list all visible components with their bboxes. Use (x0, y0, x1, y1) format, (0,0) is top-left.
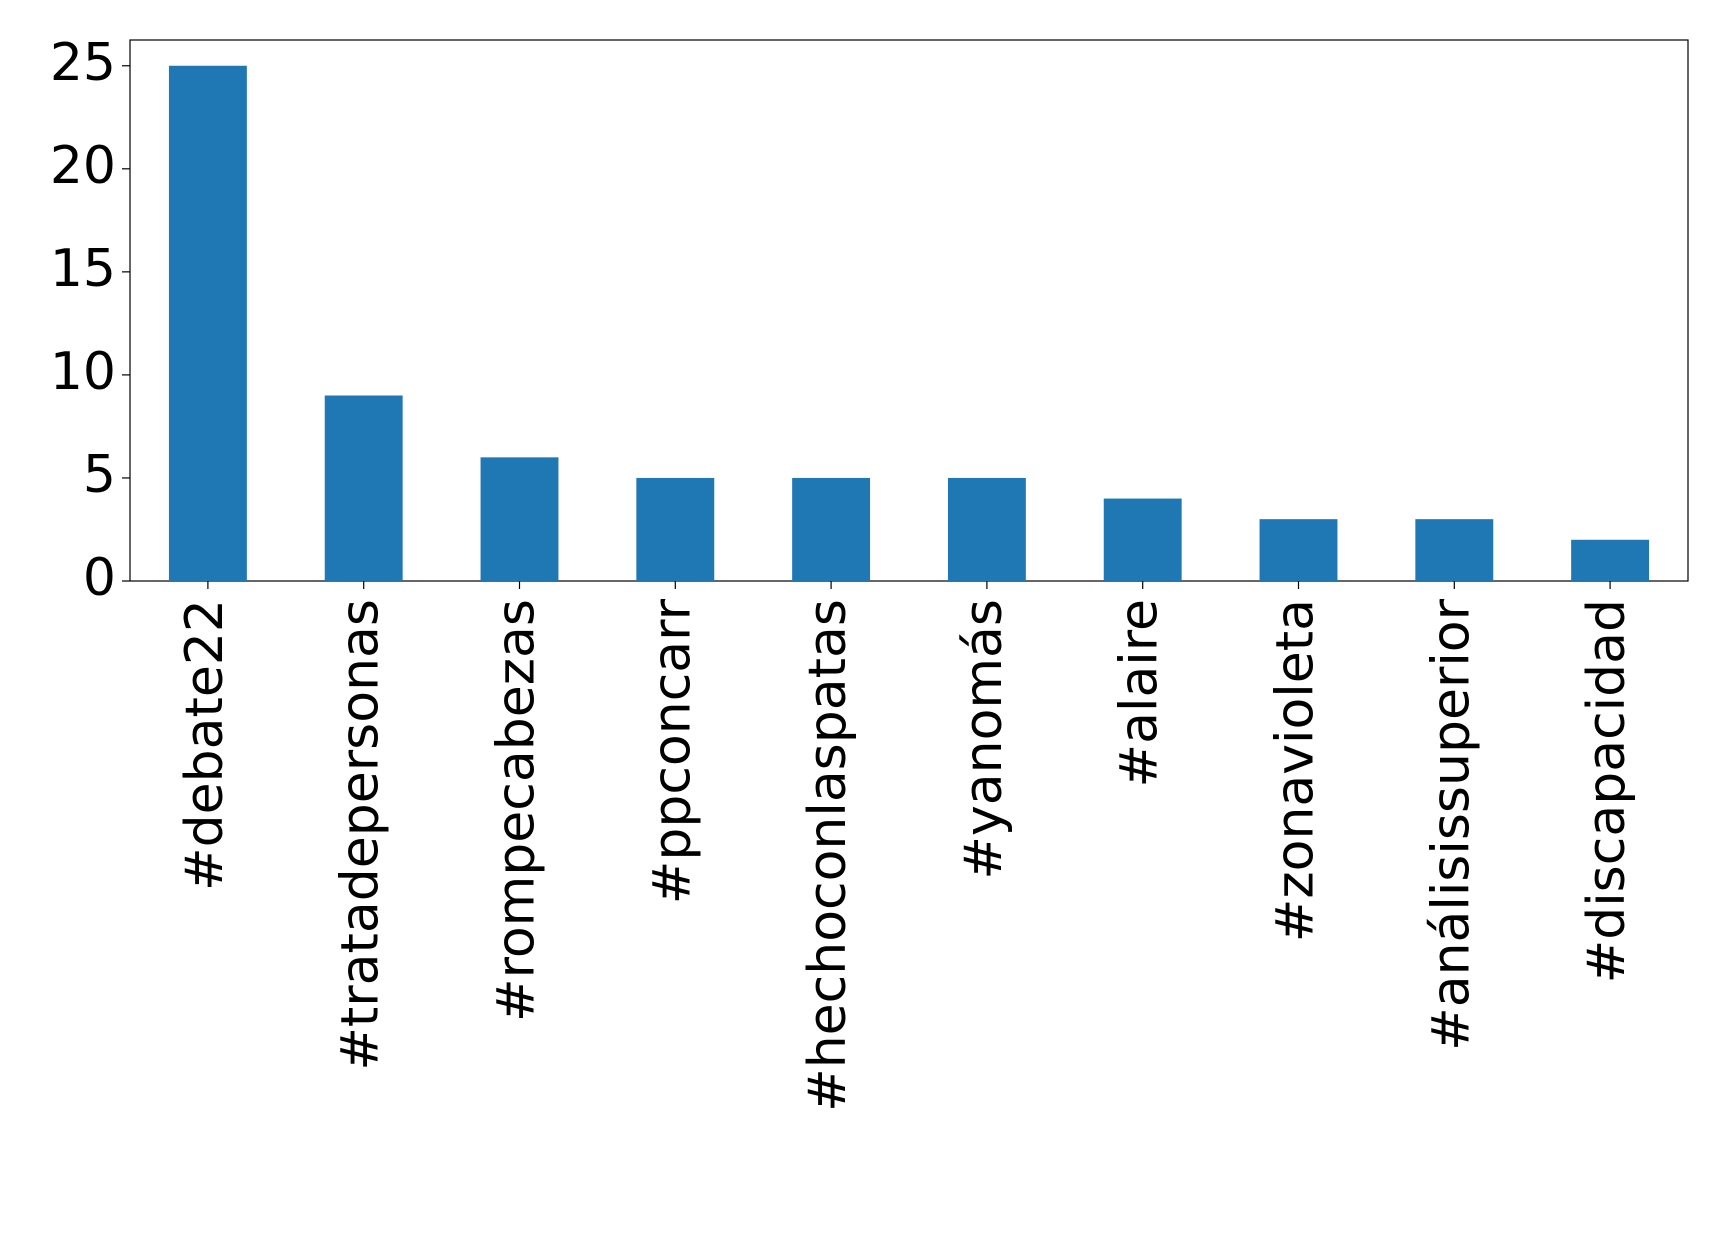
bar (480, 457, 559, 581)
bar (792, 477, 871, 581)
x-tick-label: #análisissuperior (1421, 598, 1481, 1050)
plot-frame (129, 39, 1689, 582)
bar (324, 395, 403, 581)
y-tick-label: 10 (50, 342, 116, 402)
y-tick-label: 20 (50, 136, 116, 196)
y-tick-label: 25 (50, 33, 116, 93)
x-tick-label: #rompecabezas (487, 599, 547, 1022)
x-tick-label: #debate22 (175, 599, 235, 891)
x-tick-label: #tratadepersonas (331, 599, 391, 1071)
x-tick-label: #discapacidad (1577, 599, 1637, 983)
bar (1571, 539, 1650, 581)
bar (947, 477, 1026, 581)
x-tick-label: #zonavioleta (1266, 599, 1326, 942)
x-tick-label: #hechoconlaspatas (798, 599, 858, 1112)
bar (636, 477, 715, 581)
x-tick-label: #ppconcarr (642, 598, 702, 904)
bar (1415, 519, 1494, 581)
bar (168, 65, 247, 581)
y-tick-label: 15 (50, 239, 116, 299)
y-tick-label: 0 (83, 548, 116, 608)
x-tick-label: #yanomás (954, 599, 1014, 880)
x-tick-label: #alaire (1110, 599, 1170, 787)
bar (1103, 498, 1182, 581)
y-tick-label: 5 (83, 445, 116, 505)
bar (1259, 519, 1338, 581)
